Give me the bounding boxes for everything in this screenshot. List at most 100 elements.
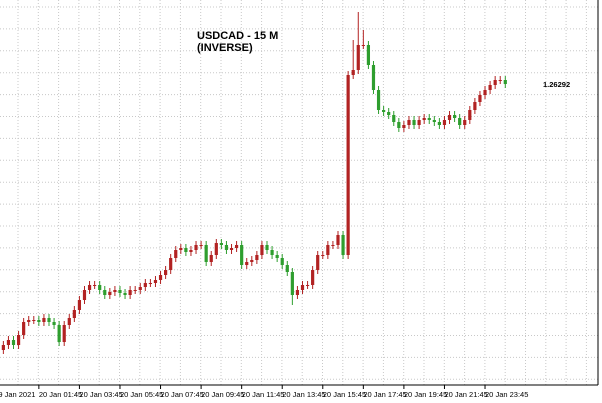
candle-body xyxy=(240,245,244,265)
candle-body xyxy=(305,285,310,286)
candle-body xyxy=(6,340,11,345)
candle-body xyxy=(77,300,82,310)
candle-body xyxy=(483,90,487,95)
x-tick-label: 20 Jan 15:45 xyxy=(323,390,366,399)
candle-body xyxy=(417,120,421,125)
candle-body xyxy=(300,285,305,290)
candle-body xyxy=(47,318,51,322)
candle-body xyxy=(133,290,137,291)
candle-body xyxy=(158,275,163,280)
candle-body xyxy=(153,280,158,283)
last-price-label: 1.26292 xyxy=(543,80,570,89)
x-tick-label: 20 Jan 11:45 xyxy=(242,390,285,399)
candle-body xyxy=(478,95,482,102)
candle-body xyxy=(427,118,431,120)
candle-body xyxy=(336,235,340,245)
candle-body xyxy=(250,260,254,262)
candle-body xyxy=(148,283,152,284)
candle-body xyxy=(285,265,289,272)
candle-body xyxy=(164,270,168,275)
grid xyxy=(0,0,598,385)
x-tick-label: 20 Jan 21:45 xyxy=(444,390,487,399)
candle-body xyxy=(184,248,188,252)
x-tick-label: 9 Jan 2021 xyxy=(0,390,35,399)
candle-body xyxy=(458,118,462,125)
candle-body xyxy=(463,120,467,125)
candle-body xyxy=(407,120,411,125)
x-tick-label: 20 Jan 01:45 xyxy=(39,390,82,399)
x-tick-label: 20 Jan 13:45 xyxy=(282,390,325,399)
candle-body xyxy=(108,292,112,295)
candle-body xyxy=(295,290,300,295)
candle-body xyxy=(412,120,416,125)
candle-body xyxy=(82,290,87,300)
candle-body xyxy=(493,80,497,85)
candle-body xyxy=(376,90,381,110)
candle-body xyxy=(1,345,5,350)
candle-body xyxy=(123,293,127,295)
candle-body xyxy=(179,248,183,250)
candle-body xyxy=(382,110,386,112)
candle-body xyxy=(27,320,31,322)
candle-body xyxy=(316,255,320,270)
candle-body xyxy=(189,250,193,252)
candle-body xyxy=(16,335,21,345)
candle-body xyxy=(255,255,259,260)
candle-body xyxy=(174,250,178,258)
x-tick-label: 20 Jan 17:45 xyxy=(363,390,406,399)
candle-body xyxy=(98,285,102,290)
x-tick-label: 20 Jan 03:45 xyxy=(79,390,122,399)
candle-body xyxy=(42,318,46,322)
candle-body xyxy=(432,120,436,122)
chart-title: USDCAD - 15 M xyxy=(197,30,278,42)
candle-body xyxy=(351,70,355,75)
candles xyxy=(1,12,507,354)
candle-body xyxy=(326,245,330,255)
candle-body xyxy=(280,258,284,265)
candle-body xyxy=(331,245,335,246)
candle-body xyxy=(245,262,249,265)
candle-body xyxy=(356,45,360,70)
candle-body xyxy=(209,255,213,262)
candle-body xyxy=(290,272,294,295)
candle-body xyxy=(422,118,426,120)
candle-body xyxy=(234,245,239,248)
candle-body xyxy=(453,115,457,118)
candle-body xyxy=(498,80,502,81)
candle-body xyxy=(194,245,198,250)
candle-body xyxy=(437,122,441,125)
candle-body xyxy=(229,248,234,250)
candle-body xyxy=(366,45,371,65)
candle-body xyxy=(321,255,325,256)
candle-body xyxy=(224,245,229,250)
x-tick-label: 20 Jan 23:45 xyxy=(485,390,528,399)
candle-body xyxy=(265,245,269,250)
candle-body xyxy=(341,235,345,255)
candle-body xyxy=(392,115,396,122)
candle-body xyxy=(371,65,376,90)
candle-body xyxy=(270,250,274,255)
candle-body xyxy=(204,245,208,262)
candle-body xyxy=(468,110,472,120)
candle-body xyxy=(387,112,391,115)
candle-body xyxy=(275,255,279,258)
chart-subtitle: (INVERSE) xyxy=(197,42,253,54)
candle-body xyxy=(488,85,492,90)
candle-body xyxy=(503,80,507,84)
candle-body xyxy=(169,258,173,270)
candle-body xyxy=(113,290,117,292)
candle-body xyxy=(260,245,264,255)
candle-body xyxy=(397,122,401,128)
candle-body xyxy=(346,75,350,255)
candle-body xyxy=(143,283,147,287)
candle-body xyxy=(361,45,365,46)
candle-body xyxy=(93,285,97,286)
candle-body xyxy=(214,243,218,255)
x-tick-label: 20 Jan 19:45 xyxy=(404,390,447,399)
candle-body xyxy=(67,318,71,325)
candle-body xyxy=(402,125,406,128)
candle-body xyxy=(138,287,142,290)
candle-body xyxy=(52,322,56,325)
candle-body xyxy=(199,245,203,246)
x-tick-label: 20 Jan 09:45 xyxy=(201,390,244,399)
